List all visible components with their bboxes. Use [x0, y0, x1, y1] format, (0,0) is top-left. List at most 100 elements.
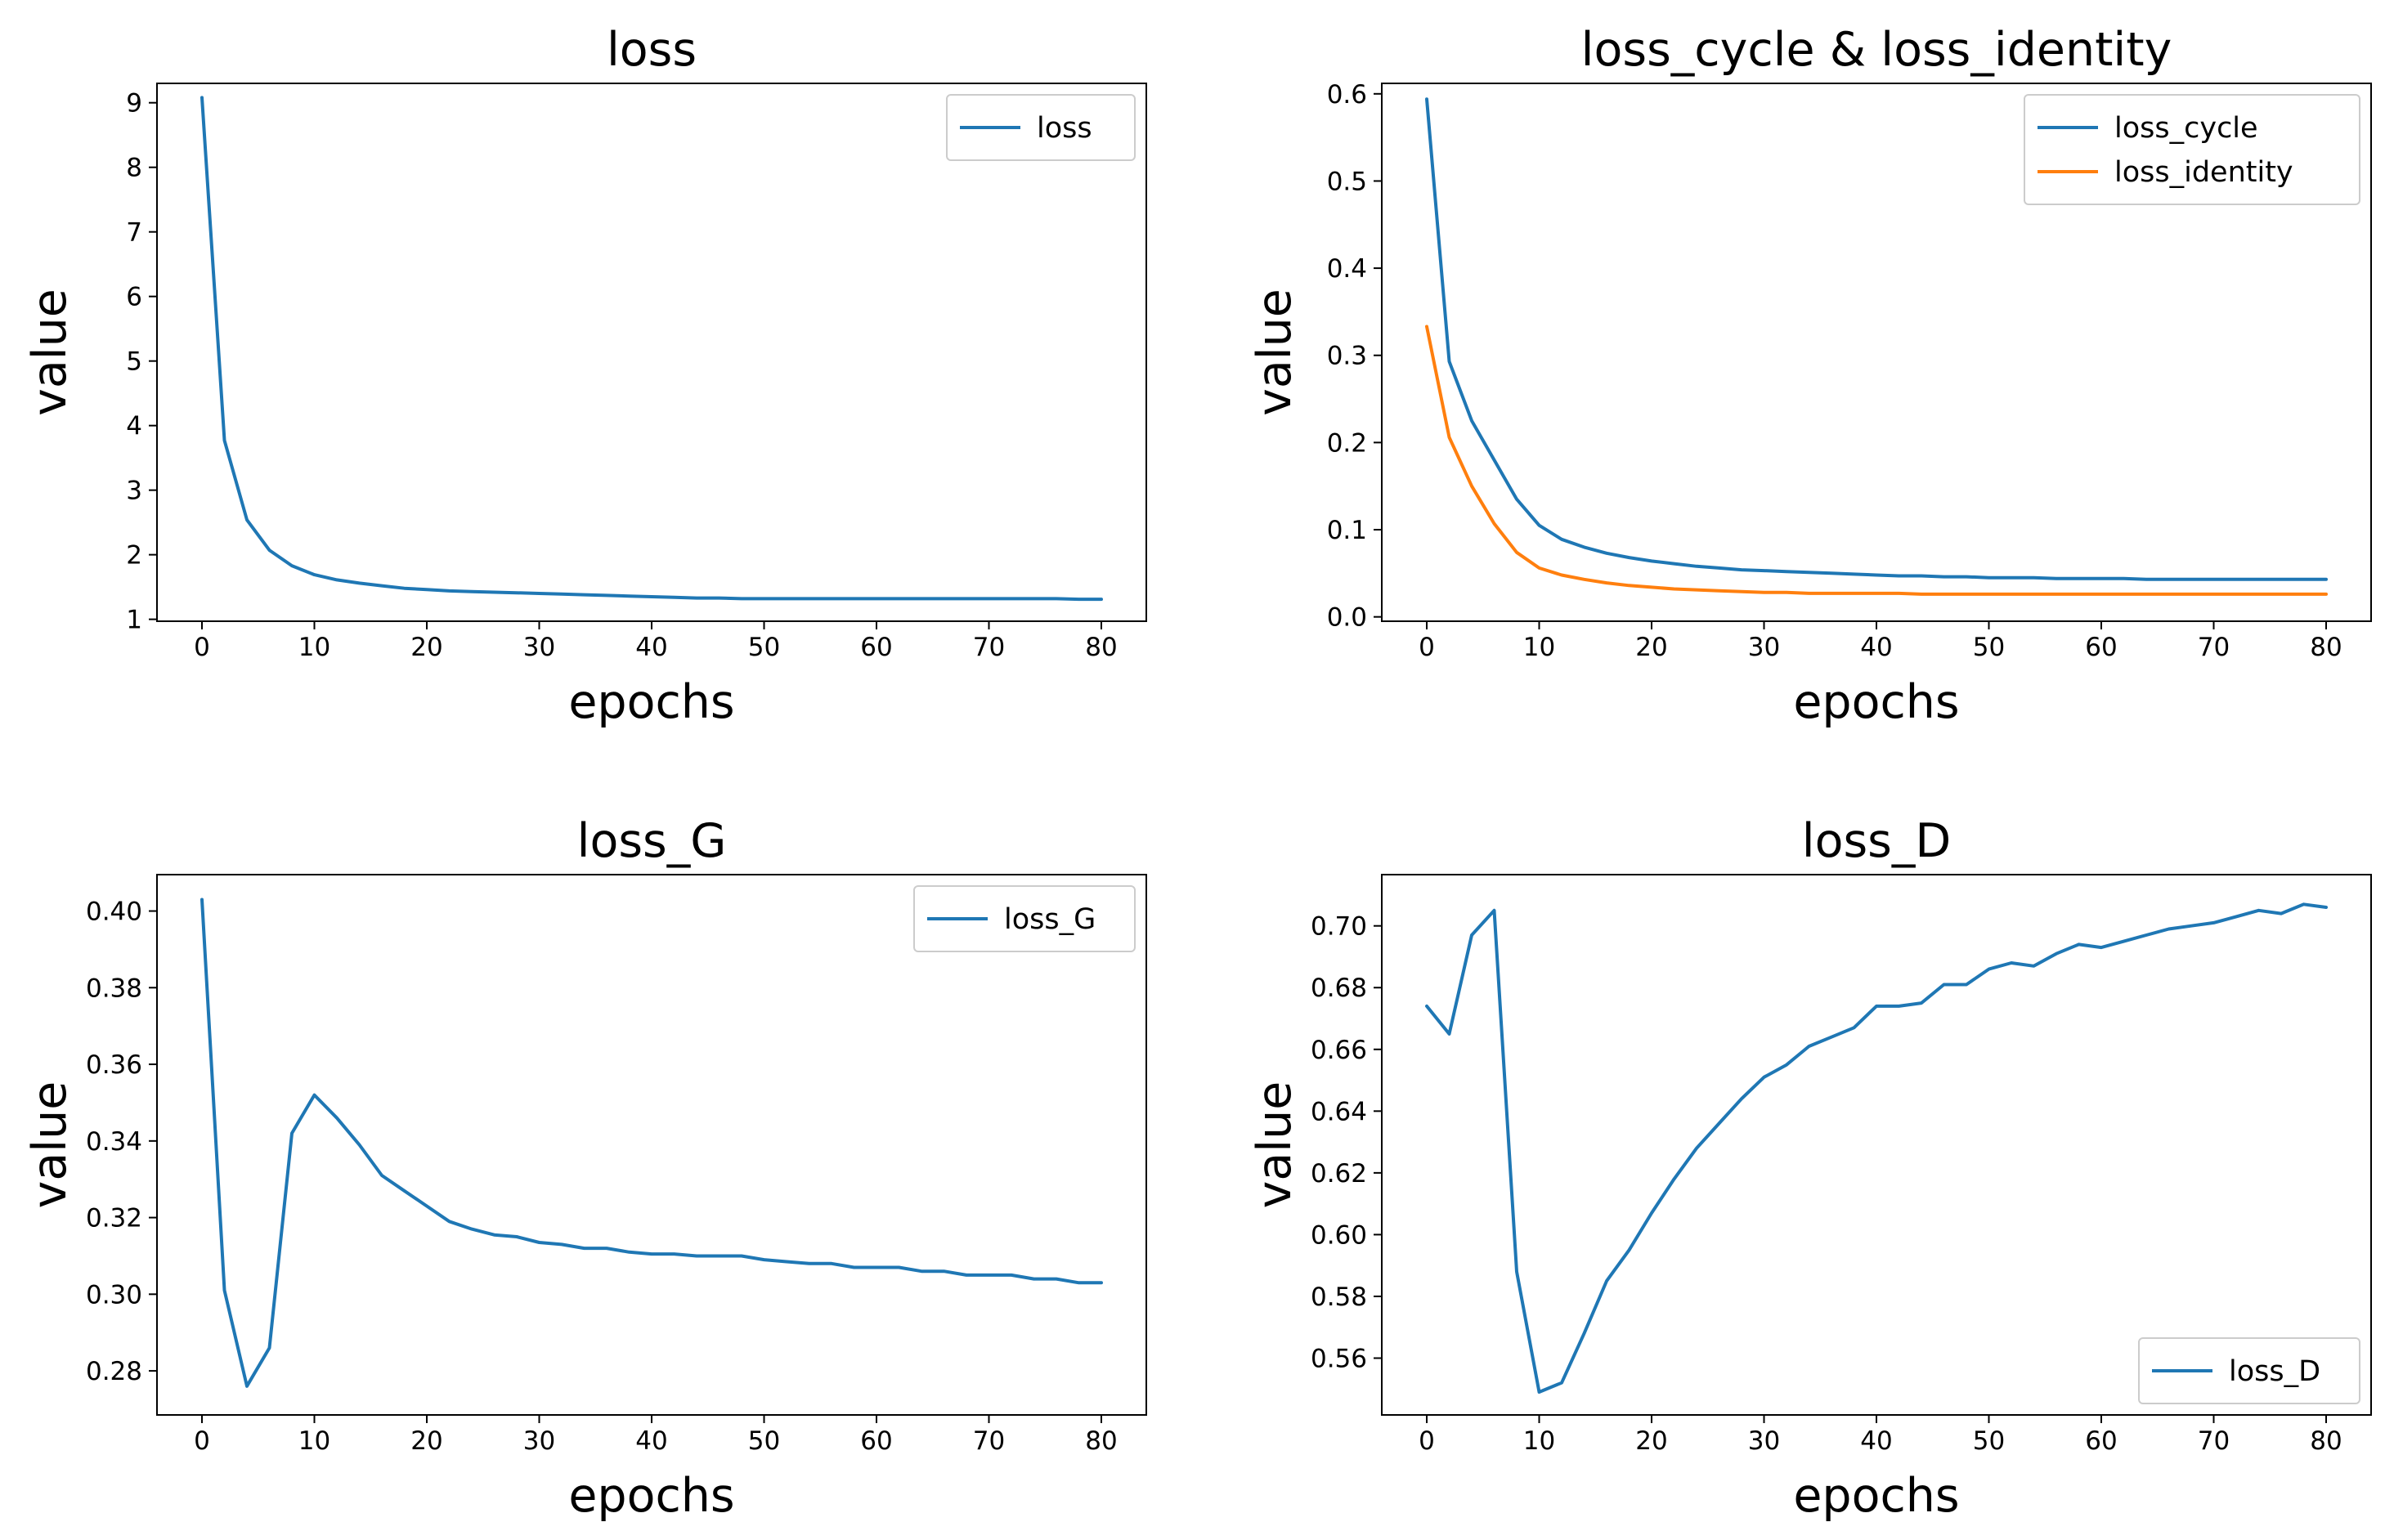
- legend: loss_D: [2138, 1337, 2360, 1404]
- y-tick-label: 0.1: [1327, 516, 1367, 545]
- y-axis-label: value: [23, 289, 77, 416]
- y-tick-label: 0.40: [86, 898, 142, 927]
- y-tick-label: 0.56: [1311, 1345, 1367, 1374]
- y-tick-label: 0.5: [1327, 167, 1367, 196]
- chart-title: loss_D: [1802, 814, 1952, 868]
- series-line-loss-D: [1425, 902, 2328, 1394]
- x-axis-label: epochs: [568, 1469, 734, 1523]
- x-tick-label: 20: [1635, 1426, 1667, 1456]
- chart-title: loss: [607, 23, 697, 77]
- y-tick-label: 7: [126, 218, 142, 248]
- y-tick-label: 0.6: [1327, 80, 1367, 110]
- x-tick-label: 70: [2198, 1426, 2230, 1456]
- x-tick-label: 60: [860, 1426, 892, 1456]
- y-tick-label: 0.34: [86, 1127, 142, 1157]
- y-tick-label: 6: [126, 283, 142, 312]
- x-tick-label: 50: [1973, 1426, 2005, 1456]
- x-axis-label: epochs: [1793, 1469, 1959, 1523]
- x-tick-label: 40: [635, 633, 667, 662]
- legend-box: [2138, 1337, 2360, 1404]
- y-tick-label: 0.28: [86, 1357, 142, 1386]
- y-tick-label: 5: [126, 347, 142, 377]
- series-line-loss: [200, 96, 1103, 602]
- legend: loss: [946, 94, 1136, 161]
- y-tick-label: 0.4: [1327, 254, 1367, 284]
- y-tick-label: 0.0: [1327, 603, 1367, 633]
- x-tick-label: 10: [298, 1426, 330, 1456]
- x-tick-label: 70: [973, 633, 1005, 662]
- x-tick-label: 80: [1085, 633, 1117, 662]
- legend-entry: loss_identity: [2114, 156, 2293, 189]
- legend: loss_G: [913, 885, 1136, 952]
- series-line-loss-identity: [1425, 325, 2328, 596]
- series-line-loss-G: [200, 898, 1103, 1388]
- y-tick-label: 0.38: [86, 974, 142, 1003]
- x-tick-label: 70: [2198, 633, 2230, 662]
- y-tick-label: 0.66: [1311, 1036, 1367, 1065]
- x-tick-label: 30: [523, 633, 555, 662]
- y-tick-label: 0.36: [86, 1050, 142, 1080]
- y-tick-label: 0.3: [1327, 342, 1367, 371]
- y-tick-label: 2: [126, 541, 142, 571]
- x-tick-label: 10: [1523, 1426, 1555, 1456]
- x-axis-label: epochs: [568, 675, 734, 729]
- x-tick-label: 80: [2310, 633, 2342, 662]
- chart-panel-1: loss epochs value 0 10 20 30 40 50 60 70 80 1 2 3 4 5 6 7 8…: [23, 23, 1147, 729]
- x-tick-label: 40: [1860, 1426, 1892, 1456]
- legend-entry: loss_cycle: [2114, 112, 2258, 145]
- x-tick-label: 10: [298, 633, 330, 662]
- x-tick-label: 40: [635, 1426, 667, 1456]
- x-tick-label: 50: [748, 1426, 780, 1456]
- chart-title: loss_G: [577, 814, 727, 868]
- legend-box: [946, 94, 1136, 161]
- y-axis-label: value: [1248, 289, 1302, 416]
- x-tick-label: 60: [2085, 633, 2117, 662]
- y-axis-label: value: [1248, 1081, 1302, 1209]
- x-tick-label: 30: [523, 1426, 555, 1456]
- y-tick-label: 0.2: [1327, 428, 1367, 458]
- x-tick-label: 70: [973, 1426, 1005, 1456]
- plot-frame: [156, 83, 1147, 622]
- y-tick-label: 8: [126, 154, 142, 183]
- y-axis-label: value: [23, 1081, 77, 1209]
- plot-frame: [1381, 83, 2372, 622]
- y-tick-label: 0.62: [1311, 1159, 1367, 1189]
- y-tick-label: 1: [126, 606, 142, 635]
- plot-frame: [156, 874, 1147, 1416]
- series-line-loss-cycle: [1425, 97, 2328, 581]
- plot-frame: [1381, 874, 2372, 1416]
- x-tick-label: 0: [1419, 633, 1435, 662]
- y-tick-label: 0.32: [86, 1204, 142, 1233]
- x-tick-label: 30: [1748, 1426, 1780, 1456]
- legend-entry: loss_G: [1004, 903, 1096, 936]
- y-tick-label: 0.58: [1311, 1283, 1367, 1312]
- y-tick-label: 3: [126, 477, 142, 506]
- x-tick-label: 60: [860, 633, 892, 662]
- x-tick-label: 30: [1748, 633, 1780, 662]
- x-tick-label: 60: [2085, 1426, 2117, 1456]
- y-tick-label: 0.30: [86, 1280, 142, 1309]
- x-tick-label: 10: [1523, 633, 1555, 662]
- x-tick-label: 0: [194, 633, 210, 662]
- x-tick-label: 80: [2310, 1426, 2342, 1456]
- y-tick-label: 9: [126, 89, 142, 119]
- x-tick-label: 50: [1973, 633, 2005, 662]
- legend-box: [2024, 94, 2360, 205]
- legend-box: [913, 885, 1136, 952]
- y-tick-label: 0.70: [1311, 912, 1367, 942]
- x-tick-label: 20: [410, 1426, 442, 1456]
- x-tick-label: 20: [1635, 633, 1667, 662]
- y-tick-label: 0.64: [1311, 1097, 1367, 1126]
- chart-title: loss_cycle & loss_identity: [1581, 23, 2172, 77]
- x-tick-label: 80: [1085, 1426, 1117, 1456]
- x-tick-label: 20: [410, 633, 442, 662]
- y-tick-label: 0.60: [1311, 1220, 1367, 1250]
- y-tick-label: 4: [126, 412, 142, 441]
- legend-entry: loss_D: [2229, 1355, 2320, 1388]
- x-tick-label: 0: [1419, 1426, 1435, 1456]
